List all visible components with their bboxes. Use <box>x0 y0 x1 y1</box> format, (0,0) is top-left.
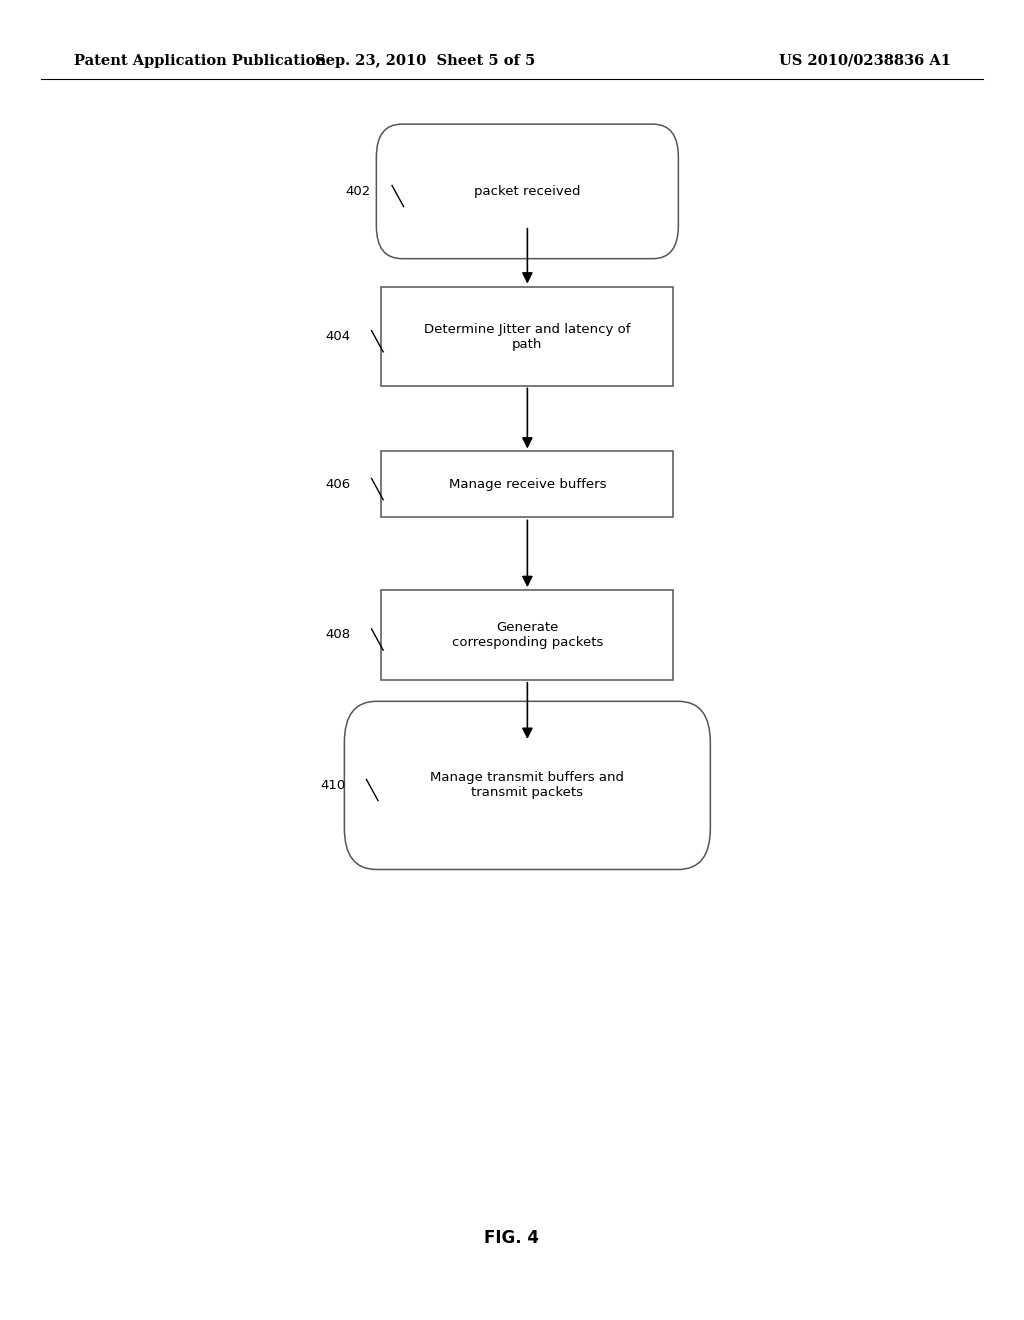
Text: packet received: packet received <box>474 185 581 198</box>
Bar <box>382 288 674 385</box>
Text: 410: 410 <box>321 779 345 792</box>
Text: FIG. 4: FIG. 4 <box>484 1229 540 1247</box>
Text: 402: 402 <box>346 185 371 198</box>
Text: 404: 404 <box>326 330 350 343</box>
FancyBboxPatch shape <box>344 701 711 870</box>
Text: Patent Application Publication: Patent Application Publication <box>74 54 326 67</box>
Text: Determine Jitter and latency of
path: Determine Jitter and latency of path <box>424 322 631 351</box>
Text: 406: 406 <box>326 478 350 491</box>
Bar <box>382 451 674 517</box>
Text: US 2010/0238836 A1: US 2010/0238836 A1 <box>779 54 951 67</box>
Text: Sep. 23, 2010  Sheet 5 of 5: Sep. 23, 2010 Sheet 5 of 5 <box>314 54 536 67</box>
Text: Generate
corresponding packets: Generate corresponding packets <box>452 620 603 649</box>
FancyBboxPatch shape <box>377 124 678 259</box>
Bar <box>382 590 674 680</box>
Text: 408: 408 <box>326 628 350 642</box>
Text: Manage transmit buffers and
transmit packets: Manage transmit buffers and transmit pac… <box>430 771 625 800</box>
Text: Manage receive buffers: Manage receive buffers <box>449 478 606 491</box>
